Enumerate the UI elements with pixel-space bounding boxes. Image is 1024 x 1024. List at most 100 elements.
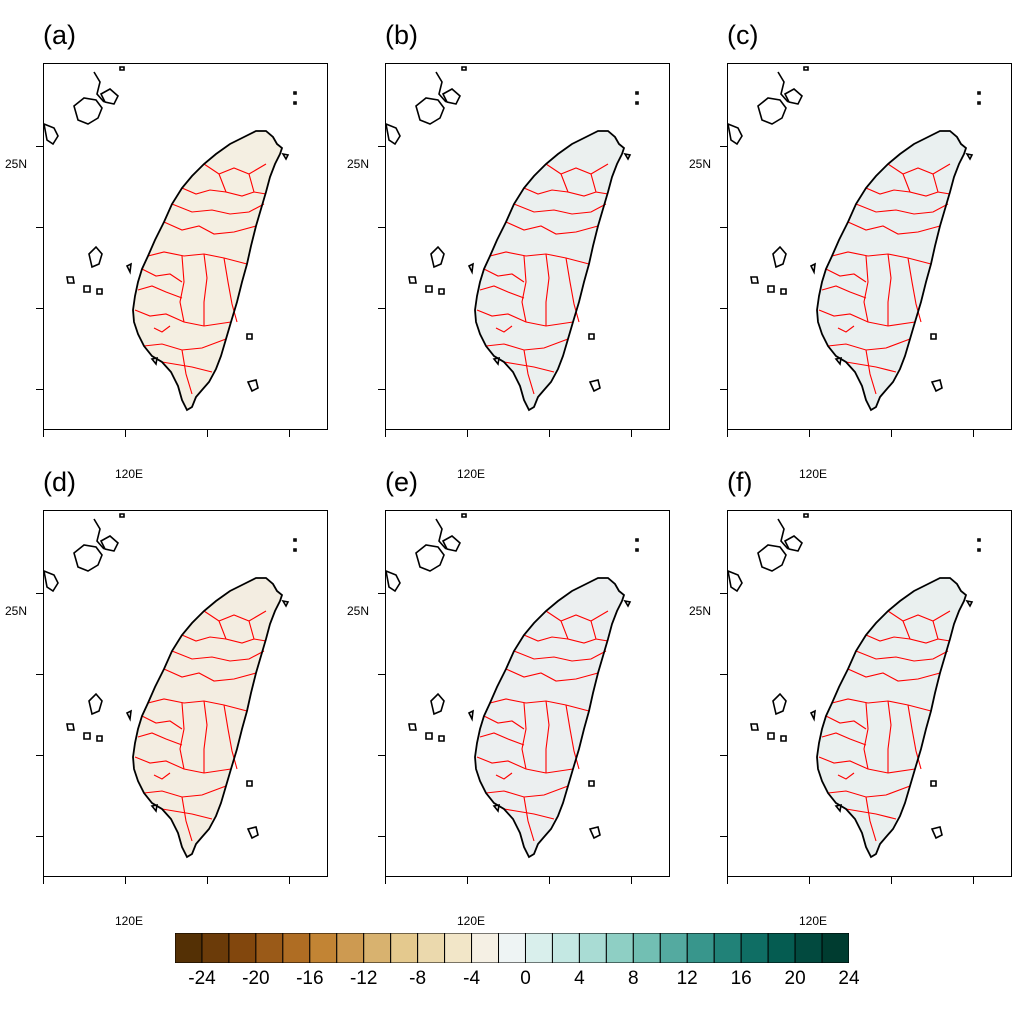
county-boundary	[134, 309, 232, 327]
colorbar-box	[686, 933, 715, 963]
island-outline	[66, 276, 75, 284]
county-boundary	[476, 756, 574, 774]
longitude-label: 120E	[115, 467, 144, 481]
map-frame	[385, 63, 670, 430]
colorbar-box	[390, 933, 419, 963]
taiwan-map	[728, 66, 981, 412]
island-outline	[965, 152, 974, 161]
county-boundary	[560, 173, 597, 197]
taiwan-landmass	[817, 131, 966, 410]
county-boundary	[560, 620, 597, 644]
county-boundary	[863, 255, 869, 323]
county-boundary	[203, 163, 267, 175]
county-boundary	[865, 796, 877, 842]
county-boundary	[181, 796, 193, 842]
county-boundary	[545, 700, 550, 773]
coastline	[816, 577, 968, 859]
island-outline	[461, 66, 467, 71]
island-outline	[461, 513, 467, 518]
island-outline	[750, 723, 759, 731]
longitude-label: 120E	[457, 914, 486, 928]
colorbar-tick-label: -16	[296, 968, 324, 989]
county-boundary	[503, 361, 555, 373]
county-boundary	[887, 610, 951, 622]
island-outline	[435, 71, 447, 103]
colorbar-box	[471, 933, 500, 963]
county-boundary	[513, 650, 607, 662]
latitude-tick	[720, 389, 728, 390]
latitude-tick	[378, 836, 386, 837]
county-boundary	[141, 715, 183, 730]
map-panel-a: (a) 25N 120E	[5, 20, 343, 481]
colorbar-box	[524, 933, 553, 963]
colorbar-tick-label: -12	[349, 968, 378, 989]
island-outline	[635, 91, 639, 95]
colorbar-box	[605, 933, 634, 963]
panel-label: (d)	[43, 467, 76, 497]
island-outline	[293, 548, 297, 552]
island-outline	[492, 356, 500, 366]
taiwan-map	[728, 513, 981, 859]
island-outline	[623, 152, 632, 161]
island-outline	[438, 288, 445, 295]
latitude-tick	[378, 593, 386, 594]
island-outline	[125, 262, 132, 275]
county-boundary	[503, 808, 555, 820]
county-boundary	[847, 221, 941, 235]
longitude-tick	[125, 429, 126, 437]
latitude-tick	[720, 227, 728, 228]
county-boundary	[203, 610, 267, 622]
island-outline	[780, 288, 787, 295]
island-outline	[635, 548, 639, 552]
county-boundary	[521, 255, 527, 323]
panel-label: (c)	[727, 20, 759, 50]
longitude-tick	[549, 876, 550, 884]
map-frame	[727, 510, 1012, 877]
county-boundary	[902, 173, 939, 197]
colorbar-box	[551, 933, 580, 963]
county-boundary	[179, 702, 185, 770]
county-boundary	[483, 715, 525, 730]
colorbar-box	[578, 933, 607, 963]
colorbar-box	[821, 933, 849, 963]
colorbar-tick-label: 12	[676, 968, 698, 989]
island-outline	[467, 262, 474, 275]
longitude-label: 120E	[799, 914, 828, 928]
island-outline	[783, 88, 803, 105]
county-boundary	[161, 808, 213, 820]
map-panel-f: (f) 25N 120E	[689, 467, 1024, 928]
island-outline	[767, 285, 775, 293]
coastline	[132, 577, 284, 859]
taiwan-landmass	[133, 131, 282, 410]
latitude-label: 25N	[5, 157, 28, 171]
island-outline	[588, 333, 595, 340]
county-boundary	[218, 620, 255, 644]
county-boundary	[134, 756, 232, 774]
island-outline	[809, 262, 816, 275]
island-outline	[803, 66, 809, 71]
county-boundary	[855, 650, 949, 662]
county-boundary	[831, 698, 932, 712]
longitude-tick	[631, 876, 632, 884]
colorbar-tick-label: -4	[463, 968, 481, 989]
colorbar-box	[228, 933, 257, 963]
county-boundary	[489, 251, 590, 265]
county-boundary	[837, 325, 855, 333]
latitude-tick	[36, 755, 44, 756]
county-boundary	[865, 349, 877, 395]
county-boundary	[825, 268, 867, 283]
island-outline	[425, 285, 433, 293]
county-boundary	[825, 715, 867, 730]
county-boundary	[821, 732, 867, 746]
latitude-tick	[378, 308, 386, 309]
latitude-label: 25N	[689, 157, 712, 171]
taiwan-landmass	[475, 578, 624, 857]
colorbar-tick-label: -20	[242, 968, 270, 989]
colorbar-box	[794, 933, 823, 963]
island-outline	[99, 88, 119, 105]
county-boundary	[831, 251, 932, 265]
county-boundary	[855, 203, 949, 215]
longitude-tick	[207, 429, 208, 437]
island-outline	[930, 379, 943, 393]
island-outline	[150, 356, 158, 366]
